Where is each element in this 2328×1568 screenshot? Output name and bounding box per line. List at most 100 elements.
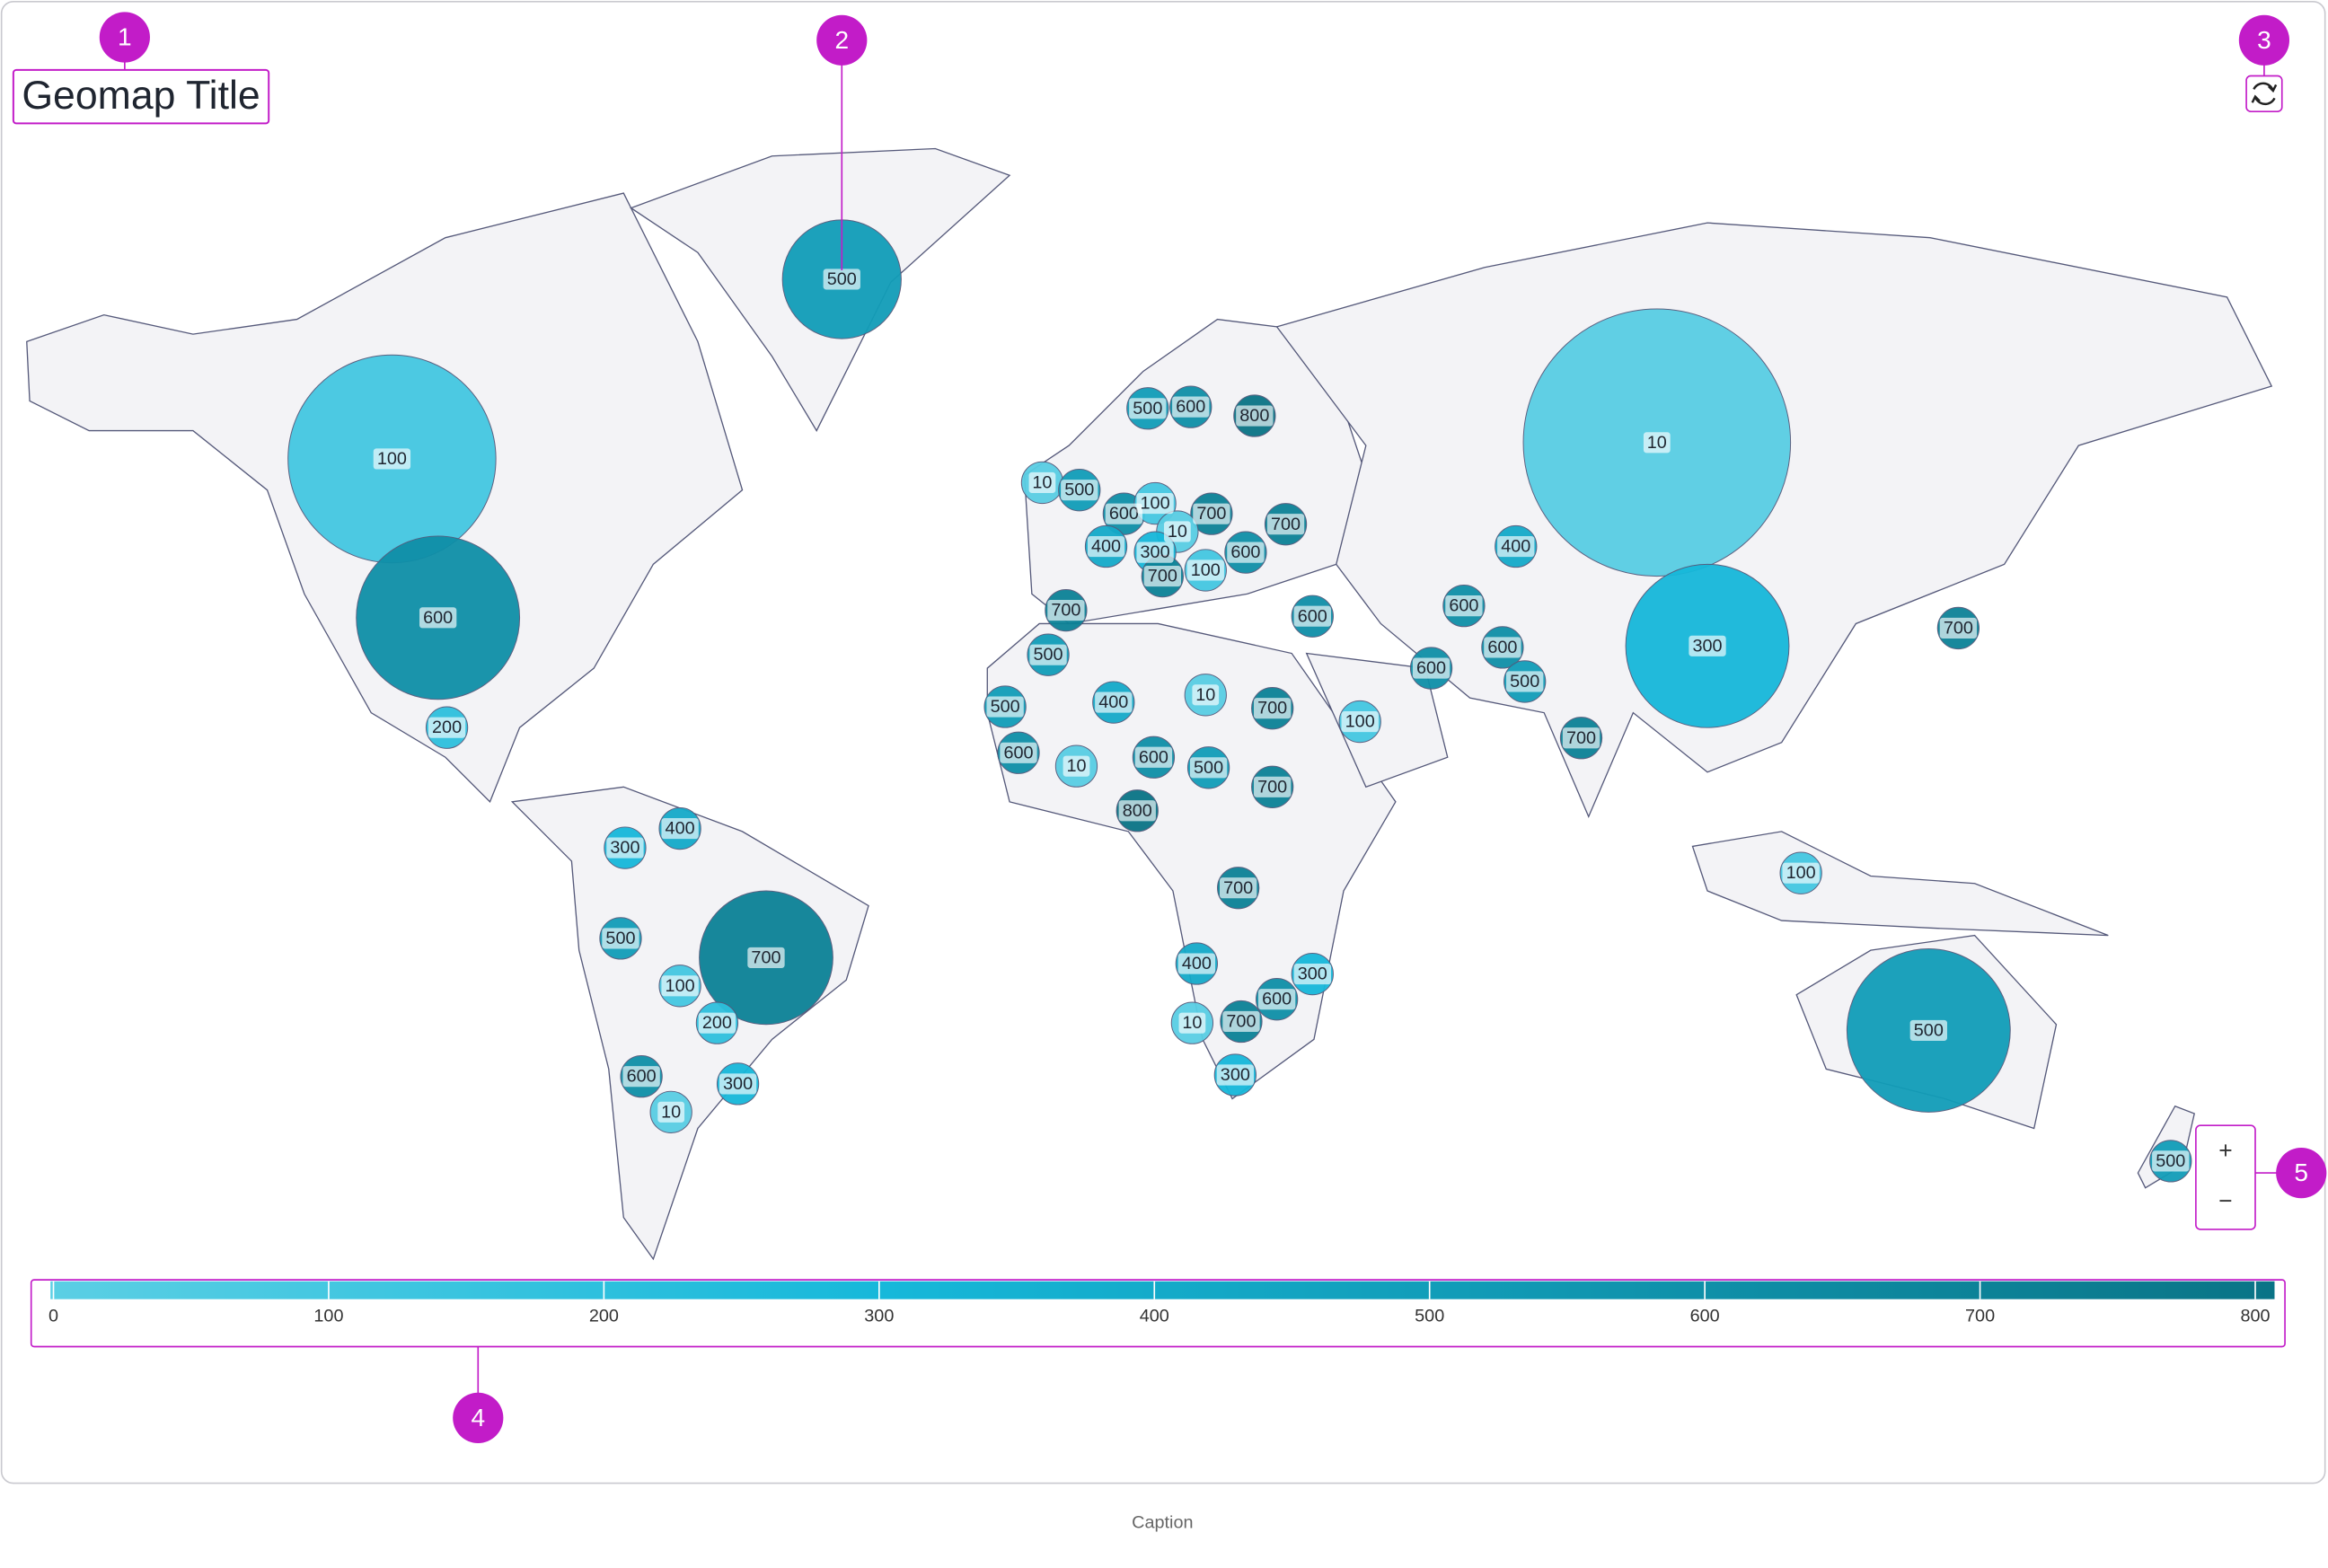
label-bg <box>1172 396 1210 418</box>
label-bg <box>1189 757 1228 779</box>
region-label: 100 <box>1141 494 1170 514</box>
region-label: 600 <box>1139 747 1168 767</box>
label-bg <box>1216 1064 1255 1086</box>
label-bg <box>1484 637 1521 658</box>
region-label: 10 <box>1647 433 1667 453</box>
label-bg <box>1909 1019 1947 1041</box>
label-bg <box>1257 989 1296 1010</box>
label-bg <box>2152 1150 2190 1172</box>
label-bg <box>1293 964 1331 985</box>
region-label: 500 <box>1194 758 1223 778</box>
region-label: 700 <box>1944 618 1973 638</box>
label-bg <box>1506 671 1544 692</box>
label-bg <box>1186 559 1224 581</box>
region-label: 200 <box>702 1013 732 1033</box>
label-bg <box>1029 644 1067 665</box>
label-bg <box>1219 877 1257 899</box>
zoom-out[interactable]: − <box>2218 1187 2232 1214</box>
region-label: 400 <box>1091 537 1121 557</box>
region-label: 100 <box>1786 863 1816 883</box>
label-bg <box>1063 755 1090 777</box>
label-bg <box>1445 595 1483 617</box>
region-label: 600 <box>423 608 453 628</box>
region-label: 300 <box>723 1074 753 1094</box>
label-bg <box>1028 471 1056 493</box>
label-bg <box>1177 953 1216 974</box>
refresh-icon <box>2251 82 2278 106</box>
region-label: 100 <box>1345 712 1375 732</box>
label-bg <box>1192 684 1220 706</box>
legend-gradient <box>50 1281 2275 1299</box>
legend: 0 100 200 300 400 500 600 700 800 <box>48 1281 2271 1326</box>
region-label: 600 <box>1262 990 1292 1009</box>
region-label: 200 <box>432 718 462 737</box>
region-label: 500 <box>991 697 1020 717</box>
annotations: 1 2 3 4 5 <box>99 12 2327 1443</box>
label-bg <box>373 448 411 470</box>
label-bg <box>1227 542 1265 563</box>
region-label: 400 <box>1098 692 1128 712</box>
label-bg <box>1000 742 1037 763</box>
label-bg <box>1782 862 1820 884</box>
region-label: 600 <box>1416 658 1446 678</box>
label-bg <box>1136 542 1174 563</box>
legend-tick-label: 300 <box>864 1307 894 1326</box>
label-bg <box>419 607 457 629</box>
label-bg <box>1222 1010 1260 1033</box>
label-bg <box>657 1101 685 1123</box>
label-bg <box>1134 746 1173 768</box>
label-bg <box>823 269 860 290</box>
region-label: 700 <box>1566 728 1596 748</box>
label-bg <box>1129 398 1167 419</box>
zoom-control <box>2195 1124 2256 1230</box>
annotation-marker <box>99 12 150 63</box>
label-bg <box>1118 800 1156 822</box>
region-label: 700 <box>1223 878 1253 898</box>
region-label: 500 <box>605 929 635 948</box>
annotation-number: 2 <box>834 26 849 54</box>
region-label: 10 <box>1195 685 1215 705</box>
region-label: 500 <box>1510 672 1539 692</box>
label-bg <box>1412 657 1451 679</box>
label-bg <box>428 717 466 738</box>
legend-tick-label: 800 <box>2240 1307 2270 1326</box>
region-label: 300 <box>1221 1065 1250 1085</box>
annotation-marker <box>816 14 868 66</box>
region-label: 600 <box>627 1067 657 1087</box>
annotation-number: 5 <box>2294 1158 2308 1186</box>
legend-tick-label: 400 <box>1140 1307 1169 1326</box>
region-label: 400 <box>1182 954 1212 973</box>
label-bg <box>1341 711 1379 733</box>
annotation-number: 4 <box>471 1404 485 1431</box>
zoom-in[interactable]: + <box>2218 1137 2232 1164</box>
region-label: 700 <box>1257 777 1287 797</box>
label-bg <box>602 928 639 949</box>
region-label: 800 <box>1123 801 1152 821</box>
label-bg <box>747 947 785 968</box>
label-bg <box>1143 566 1182 587</box>
region-label: 10 <box>1168 522 1187 542</box>
label-bg <box>1061 480 1098 501</box>
legend-tick-label: 0 <box>48 1307 58 1326</box>
label-bg <box>1087 535 1125 558</box>
region-label: 500 <box>1914 1020 1944 1040</box>
label-bg <box>719 1073 757 1095</box>
region-label: 100 <box>1191 560 1221 580</box>
region-label: 600 <box>1487 638 1517 657</box>
region-label: 600 <box>1109 504 1139 524</box>
label-bg <box>1497 535 1535 558</box>
region-label: 700 <box>1271 515 1301 534</box>
region-label: 100 <box>377 449 407 469</box>
region-label: 400 <box>666 819 695 839</box>
region-label: 300 <box>1692 636 1722 656</box>
region-label: 700 <box>1148 567 1177 586</box>
legend-tick-label: 200 <box>589 1307 619 1326</box>
label-bg <box>1105 503 1143 524</box>
refresh-button[interactable] <box>2245 75 2283 112</box>
legend-tick-label: 500 <box>1415 1307 1444 1326</box>
label-bg <box>1095 692 1133 713</box>
label-bg <box>1689 635 1726 656</box>
region-label: 500 <box>1064 480 1094 500</box>
